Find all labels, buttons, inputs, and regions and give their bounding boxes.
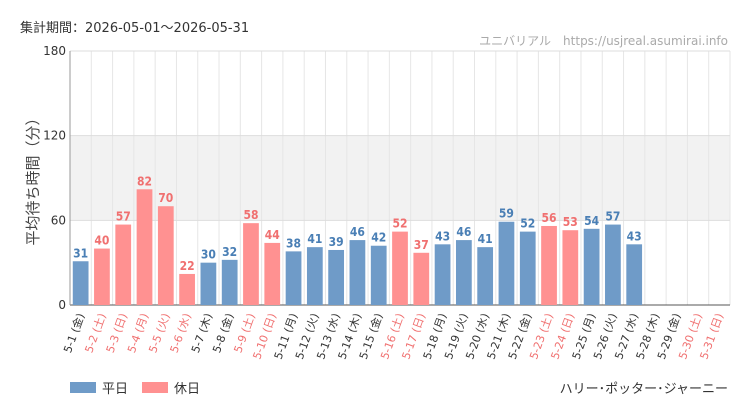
bar — [605, 224, 621, 305]
bar-value-label: 40 — [94, 234, 109, 248]
bar — [477, 247, 494, 305]
bar — [434, 244, 451, 305]
bar-value-label: 57 — [116, 210, 131, 224]
y-tick-label: 60 — [51, 213, 66, 227]
bar — [392, 231, 408, 305]
legend-swatch-holiday — [142, 382, 169, 393]
bar-value-label: 46 — [350, 225, 365, 239]
bar — [413, 252, 430, 305]
bar — [179, 273, 195, 305]
bar — [285, 251, 302, 305]
y-axis-label: 平均待ち時間（分） — [24, 110, 42, 245]
bar — [94, 248, 110, 305]
bar-value-label: 53 — [563, 215, 578, 229]
bar — [136, 189, 153, 305]
bar — [115, 224, 132, 305]
bar-value-label: 52 — [392, 217, 407, 231]
bar-value-label: 52 — [520, 217, 535, 231]
bar — [626, 244, 643, 305]
bar-value-label: 32 — [222, 245, 237, 259]
bar-value-label: 43 — [435, 229, 450, 243]
bar-value-label: 82 — [137, 174, 152, 188]
bar — [519, 231, 536, 305]
bar-value-label: 54 — [584, 214, 600, 228]
bar — [328, 249, 345, 305]
bar-value-label: 58 — [243, 208, 258, 222]
y-tick-label: 180 — [43, 44, 66, 58]
site-brand: ユニバリアル https://usjreal.asumirai.info — [479, 34, 728, 48]
bar — [157, 206, 174, 305]
legend-swatch-weekday — [70, 382, 96, 393]
bar — [498, 221, 515, 305]
bar-value-label: 38 — [286, 236, 301, 250]
bar — [221, 259, 238, 305]
bar — [541, 225, 557, 305]
bar-value-label: 42 — [371, 231, 386, 245]
bar-value-label: 22 — [180, 259, 195, 273]
bar-value-label: 57 — [605, 210, 620, 224]
bar-value-label: 44 — [265, 228, 281, 242]
bar-value-label: 70 — [158, 191, 173, 205]
bar-value-label: 46 — [456, 225, 471, 239]
bar — [264, 242, 281, 305]
legend-item-weekday[interactable]: 平日 — [70, 378, 128, 397]
bar — [243, 223, 259, 305]
bar-value-label: 41 — [307, 232, 322, 246]
bar-value-label: 39 — [329, 235, 344, 249]
shaded-band — [70, 135, 730, 221]
y-tick-label: 0 — [58, 298, 66, 312]
bar — [583, 228, 600, 305]
bar-value-label: 43 — [627, 229, 642, 243]
legend-item-holiday[interactable]: 休日 — [142, 378, 200, 397]
legend: 平日 休日 — [70, 378, 214, 397]
period-label: 集計期間：2026-05-01～2026-05-31 — [20, 21, 250, 36]
bar — [72, 261, 89, 305]
bar — [562, 230, 579, 305]
legend-label-weekday: 平日 — [102, 382, 129, 397]
bar-value-label: 37 — [414, 238, 429, 252]
bar — [370, 245, 387, 305]
legend-label-holiday: 休日 — [174, 382, 201, 397]
bar-value-label: 31 — [73, 246, 88, 260]
bar — [306, 247, 323, 305]
bar-value-label: 59 — [499, 207, 514, 221]
bar-value-label: 30 — [201, 248, 216, 262]
attraction-name: ハリー･ポッター･ジャーニー — [559, 382, 728, 397]
bar — [200, 262, 217, 305]
bar-value-label: 56 — [542, 211, 557, 225]
bar — [349, 240, 366, 305]
y-tick-label: 120 — [43, 129, 66, 143]
bar-value-label: 41 — [478, 232, 493, 246]
bar — [455, 240, 472, 305]
